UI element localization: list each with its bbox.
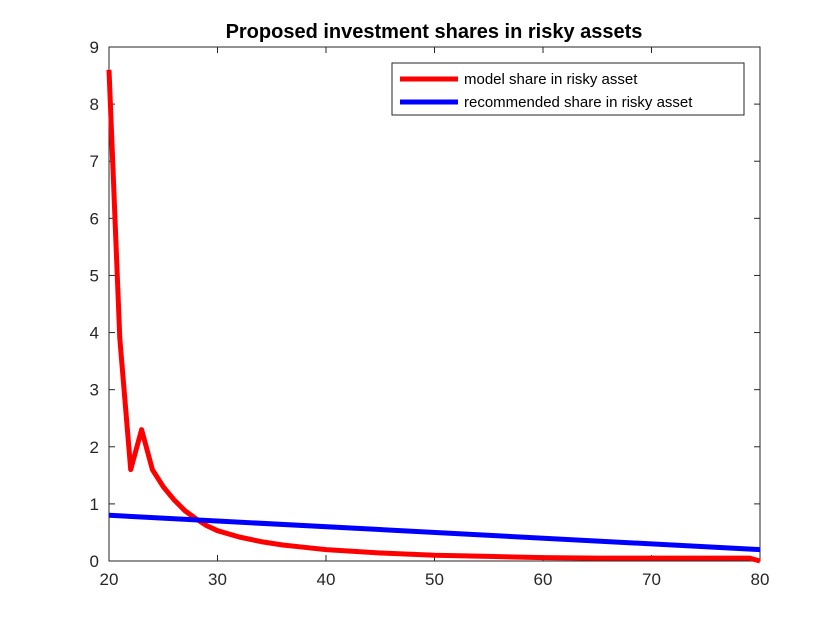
y-tick-label: 9 xyxy=(90,38,99,57)
x-tick-label: 60 xyxy=(534,570,553,589)
y-tick-label: 2 xyxy=(90,438,99,457)
x-tick-label: 30 xyxy=(208,570,227,589)
y-tick-label: 1 xyxy=(90,495,99,514)
y-tick-label: 3 xyxy=(90,381,99,400)
x-tick-label: 20 xyxy=(100,570,119,589)
y-tick-label: 7 xyxy=(90,152,99,171)
axis-ticks: 20 30 40 50 60 70 80 0 1 2 3 4 5 6 7 8 9 xyxy=(90,38,770,589)
x-tick-label: 70 xyxy=(642,570,661,589)
legend-box xyxy=(391,62,745,116)
y-tick-label: 4 xyxy=(90,324,99,343)
legend: model share in risky asset recommended s… xyxy=(391,62,745,116)
x-tick-label: 80 xyxy=(751,570,770,589)
y-tick-label: 8 xyxy=(90,95,99,114)
series-line-recommended xyxy=(108,512,761,553)
series-lines xyxy=(106,69,761,564)
legend-label-recommended: recommended share in risky asset xyxy=(464,94,693,111)
y-tick-label: 0 xyxy=(90,552,99,571)
y-tick-label: 5 xyxy=(90,266,99,285)
plot-frame xyxy=(108,46,761,562)
x-tick-label: 40 xyxy=(317,570,336,589)
chart-title: Proposed investment shares in risky asse… xyxy=(226,21,643,43)
series-line-model xyxy=(106,69,761,564)
y-tick-label: 6 xyxy=(90,209,99,228)
legend-label-model: model share in risky asset xyxy=(464,71,638,88)
x-tick-label: 50 xyxy=(425,570,444,589)
